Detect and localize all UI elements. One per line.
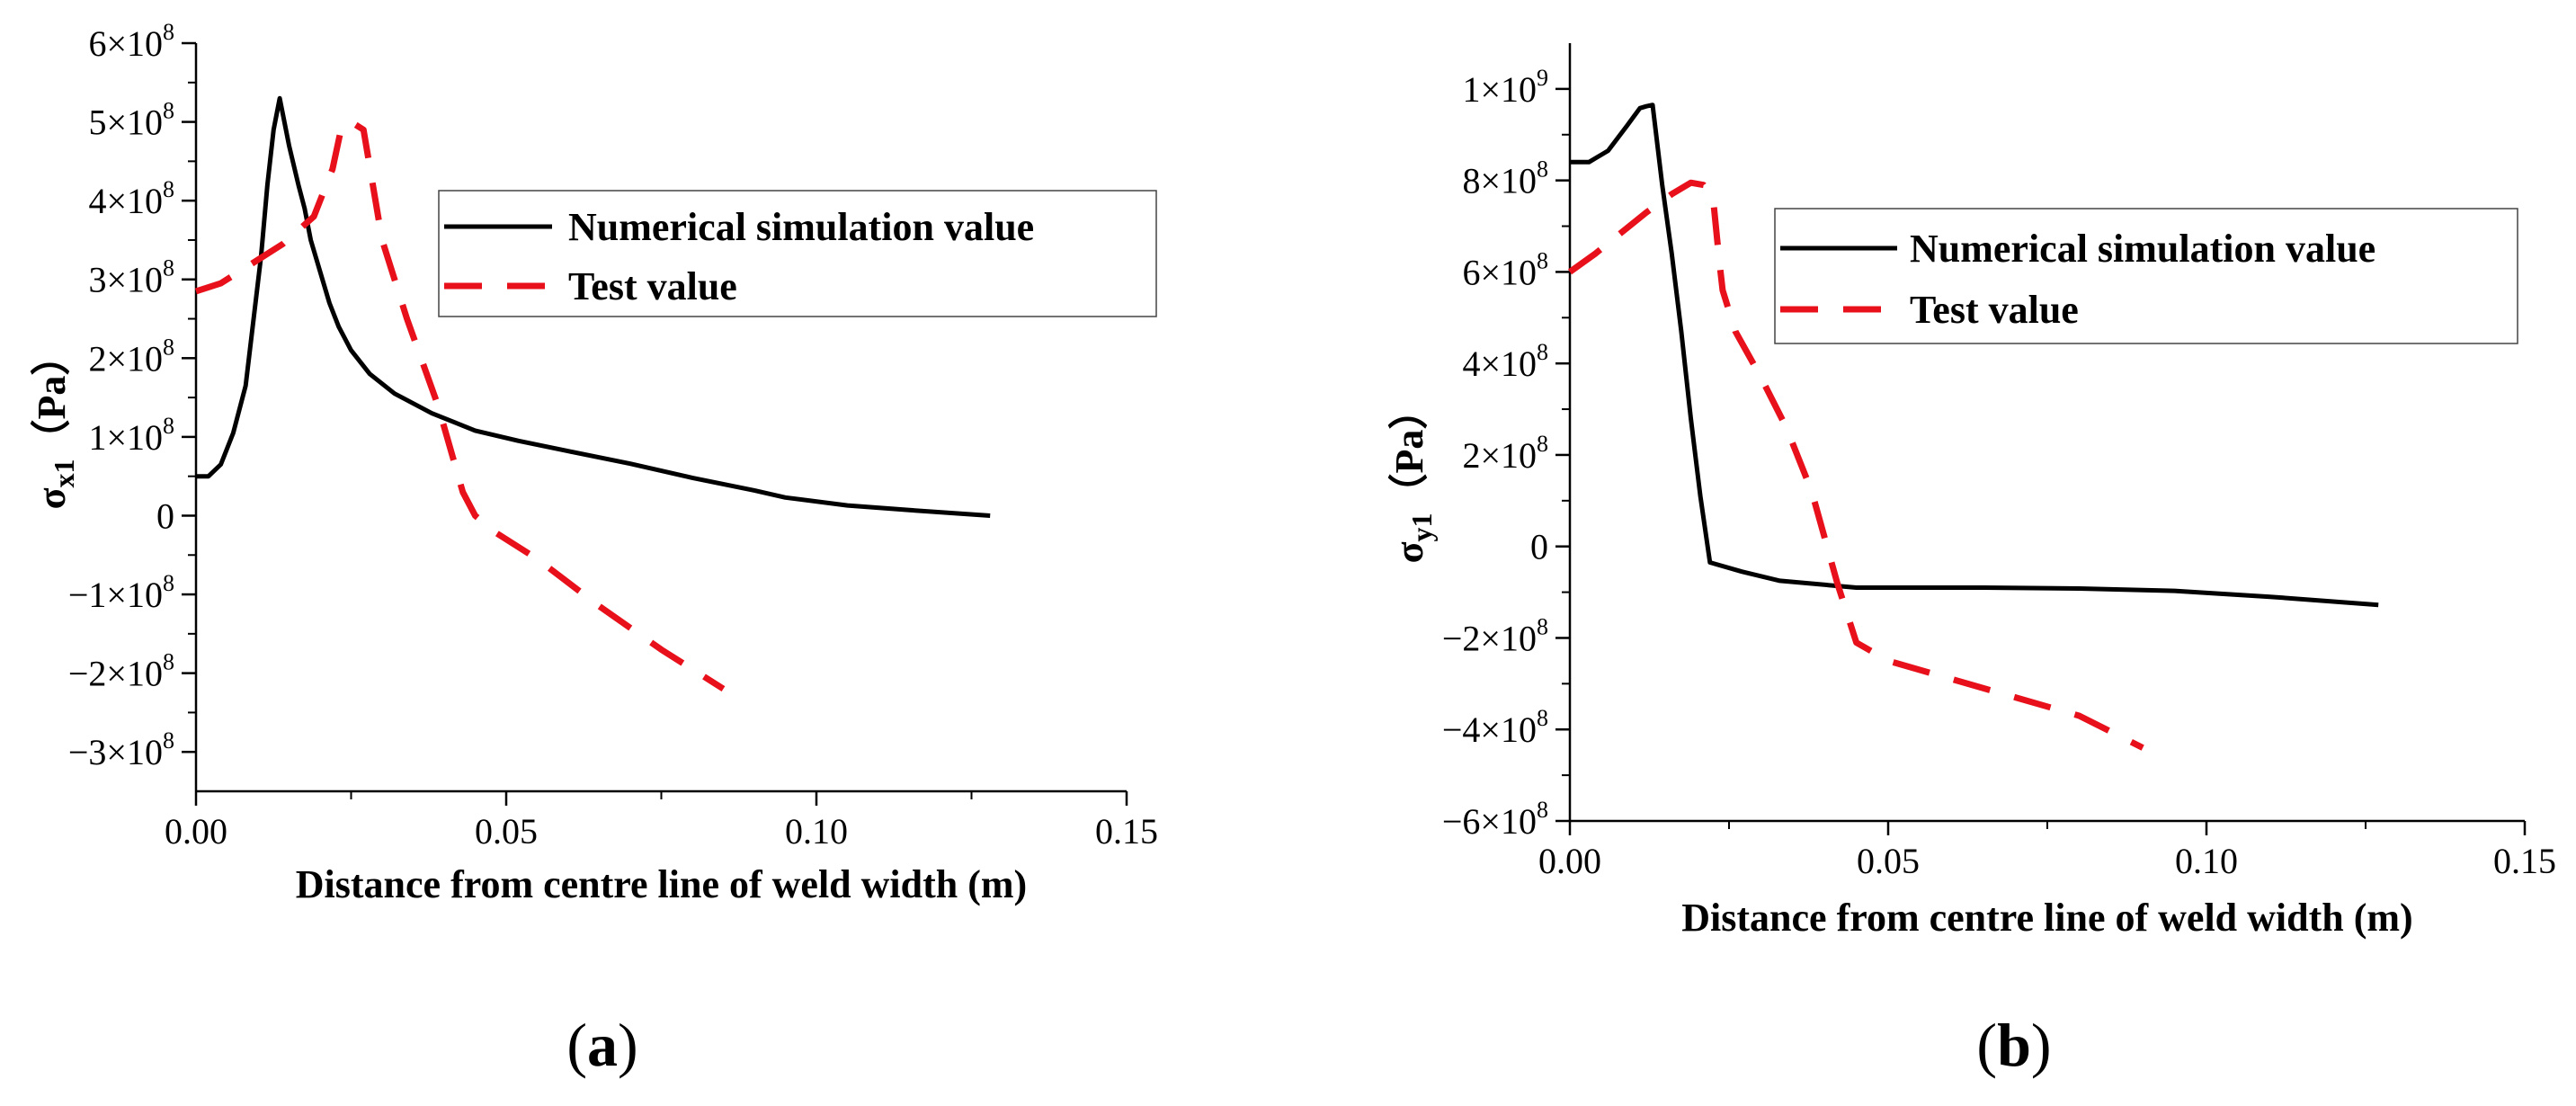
y-tick-label: 2×108 [1462, 431, 1548, 476]
y-tick-label: 0 [1530, 527, 1548, 567]
test-value-line-a [194, 119, 726, 692]
panel-b-chart: 1×109 8×108 6×108 4×108 2×108 0 −2×108 −4×108 −6… [1387, 43, 2556, 1079]
y-axis-label-b: σy1（Pa） [1387, 390, 1438, 564]
panel-label-a: (a) [566, 1011, 637, 1079]
y-tick-label: −3×108 [68, 727, 174, 772]
y-tick-label: −2×108 [68, 649, 174, 694]
y-tick-label: 1×109 [1462, 65, 1548, 110]
x-tick-label: 0.05 [475, 811, 538, 852]
test-value-line-b [1567, 179, 2144, 751]
x-tick-label: 0.15 [2493, 841, 2556, 881]
y-tick-label: 3×108 [88, 255, 174, 300]
legend-label-simulation: Numerical simulation value [568, 205, 1034, 249]
y-tick-label: 5×108 [88, 98, 174, 143]
y-tick-label: 0 [156, 495, 174, 536]
legend-box-a [438, 190, 1157, 317]
x-axis-label-a: Distance from centre line of weld width … [296, 862, 1027, 906]
x-tick-label: 0.05 [1857, 841, 1920, 881]
x-tick-label: 0.15 [1095, 811, 1158, 852]
y-tick-label: 6×108 [1462, 247, 1548, 292]
y-tick-label: −1×108 [68, 570, 174, 615]
panel-a-chart: 6×108 5×108 4×108 3×108 2×108 1×108 0 −1×108 −2×… [30, 19, 1158, 1079]
legend-label-simulation: Numerical simulation value [1910, 227, 2375, 271]
y-tick-label: −2×108 [1442, 613, 1548, 658]
x-tick-label: 0.10 [2175, 841, 2238, 881]
legend-label-test: Test value [1910, 288, 2079, 332]
y-tick-label: 6×108 [88, 19, 174, 64]
y-tick-label: 1×108 [88, 413, 174, 458]
legend-label-test: Test value [568, 264, 737, 308]
x-axis-label-b: Distance from centre line of weld width … [1681, 896, 2412, 940]
y-axis-label-a: σx1（Pa） [30, 336, 80, 510]
y-tick-label: 2×108 [88, 334, 174, 379]
x-tick-label: 0.10 [785, 811, 848, 852]
x-tick-label: 0.00 [165, 811, 227, 852]
x-tick-label: 0.00 [1538, 841, 1601, 881]
panel-label-b: (b) [1976, 1011, 2051, 1079]
simulation-line-a [196, 95, 991, 518]
y-tick-label: 8×108 [1462, 156, 1548, 201]
legend-box-b [1774, 208, 2518, 344]
y-tick-label: −6×108 [1442, 797, 1548, 842]
simulation-line-b [1570, 103, 2379, 608]
y-tick-label: 4×108 [1462, 339, 1548, 384]
y-tick-label: 4×108 [88, 176, 174, 221]
y-tick-label: −4×108 [1442, 705, 1548, 750]
